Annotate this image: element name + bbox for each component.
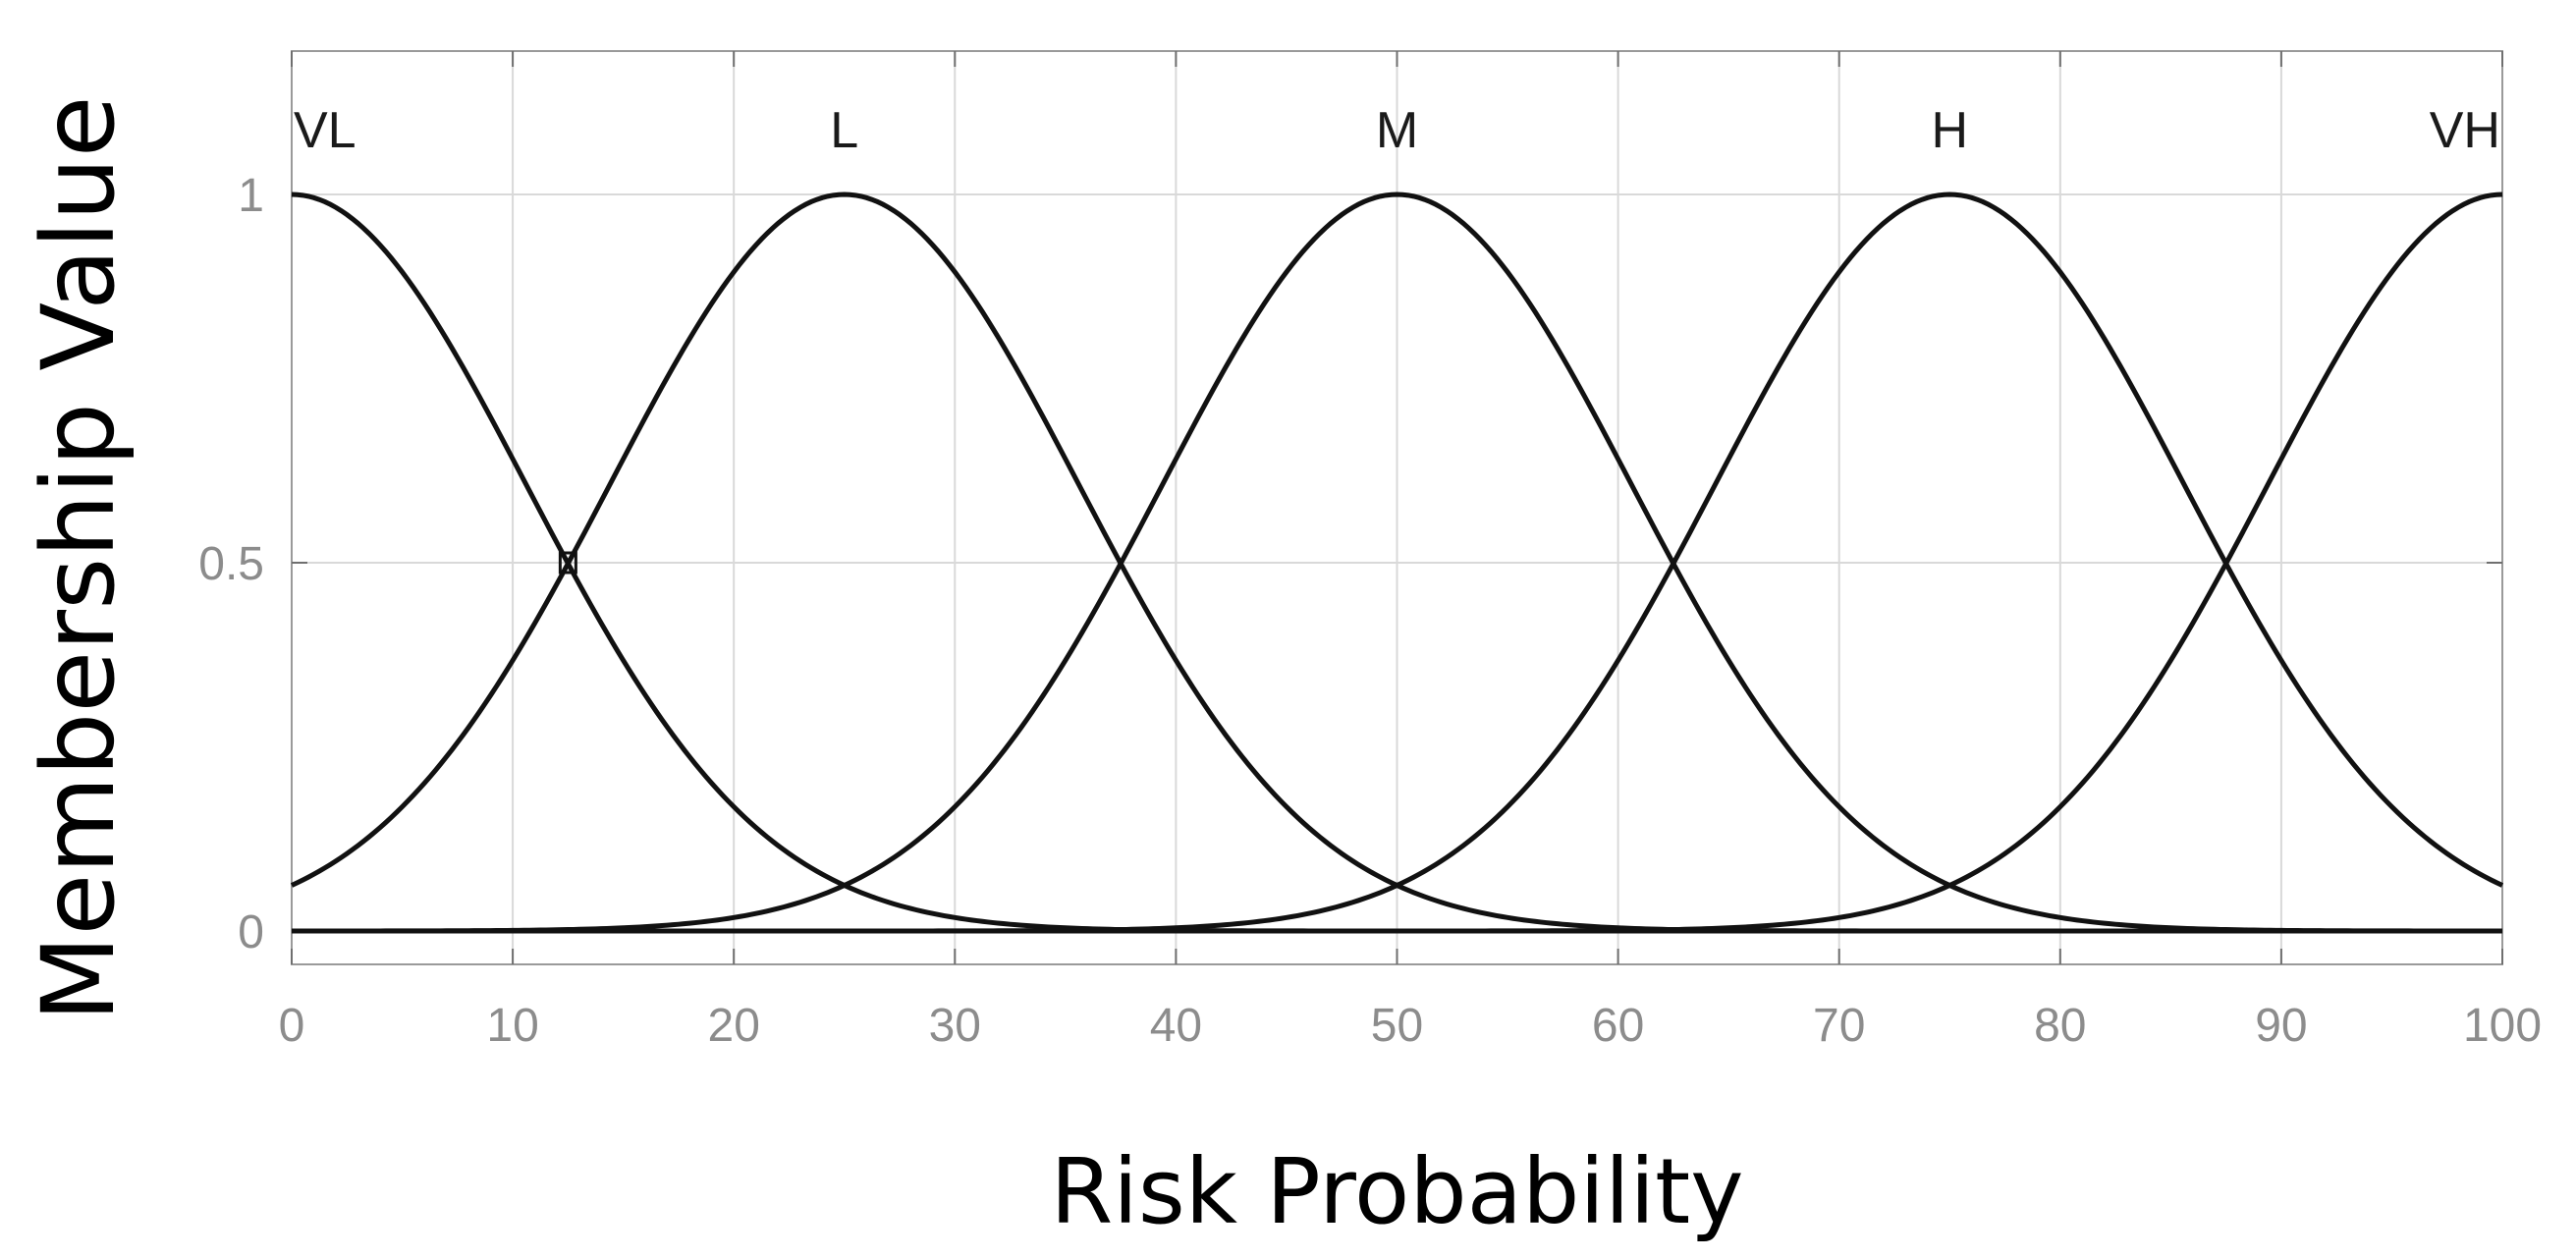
x-tick-label: 100 bbox=[2463, 1000, 2542, 1052]
x-tick-label: 80 bbox=[2034, 1000, 2086, 1052]
curve-label-vl: VL bbox=[294, 102, 356, 159]
membership-curves bbox=[290, 192, 2504, 934]
membership-labels: VL L M H VH bbox=[294, 102, 2500, 159]
y-tick-label: 1 bbox=[238, 170, 264, 222]
x-axis-label: Risk Probability bbox=[1050, 1139, 1743, 1244]
y-tick-label: 0 bbox=[238, 906, 264, 958]
x-tick-label: 40 bbox=[1150, 1000, 1202, 1052]
x-tick-label: 0 bbox=[279, 1000, 305, 1052]
y-tick-label: 0.5 bbox=[198, 538, 264, 590]
x-tick-label: 60 bbox=[1592, 1000, 1644, 1052]
axis-ticks: 0 10 20 30 40 50 60 70 80 90 100 0 0.5 1 bbox=[198, 51, 2542, 1052]
y-axis-label: Membership Value bbox=[21, 96, 137, 1022]
x-tick-label: 20 bbox=[708, 1000, 760, 1052]
curve-m bbox=[292, 192, 2502, 934]
curve-label-vh: VH bbox=[2430, 102, 2500, 159]
curve-label-h: H bbox=[1931, 102, 1968, 159]
curve-label-m: M bbox=[1376, 102, 1418, 159]
x-tick-label: 30 bbox=[929, 1000, 981, 1052]
x-tick-label: 10 bbox=[486, 1000, 538, 1052]
crossing-marker bbox=[558, 551, 577, 575]
x-tick-label: 70 bbox=[1813, 1000, 1865, 1052]
x-tick-label: 50 bbox=[1371, 1000, 1423, 1052]
curve-label-l: L bbox=[830, 102, 858, 159]
x-tick-label: 90 bbox=[2255, 1000, 2307, 1052]
grid-lines bbox=[291, 51, 2503, 964]
